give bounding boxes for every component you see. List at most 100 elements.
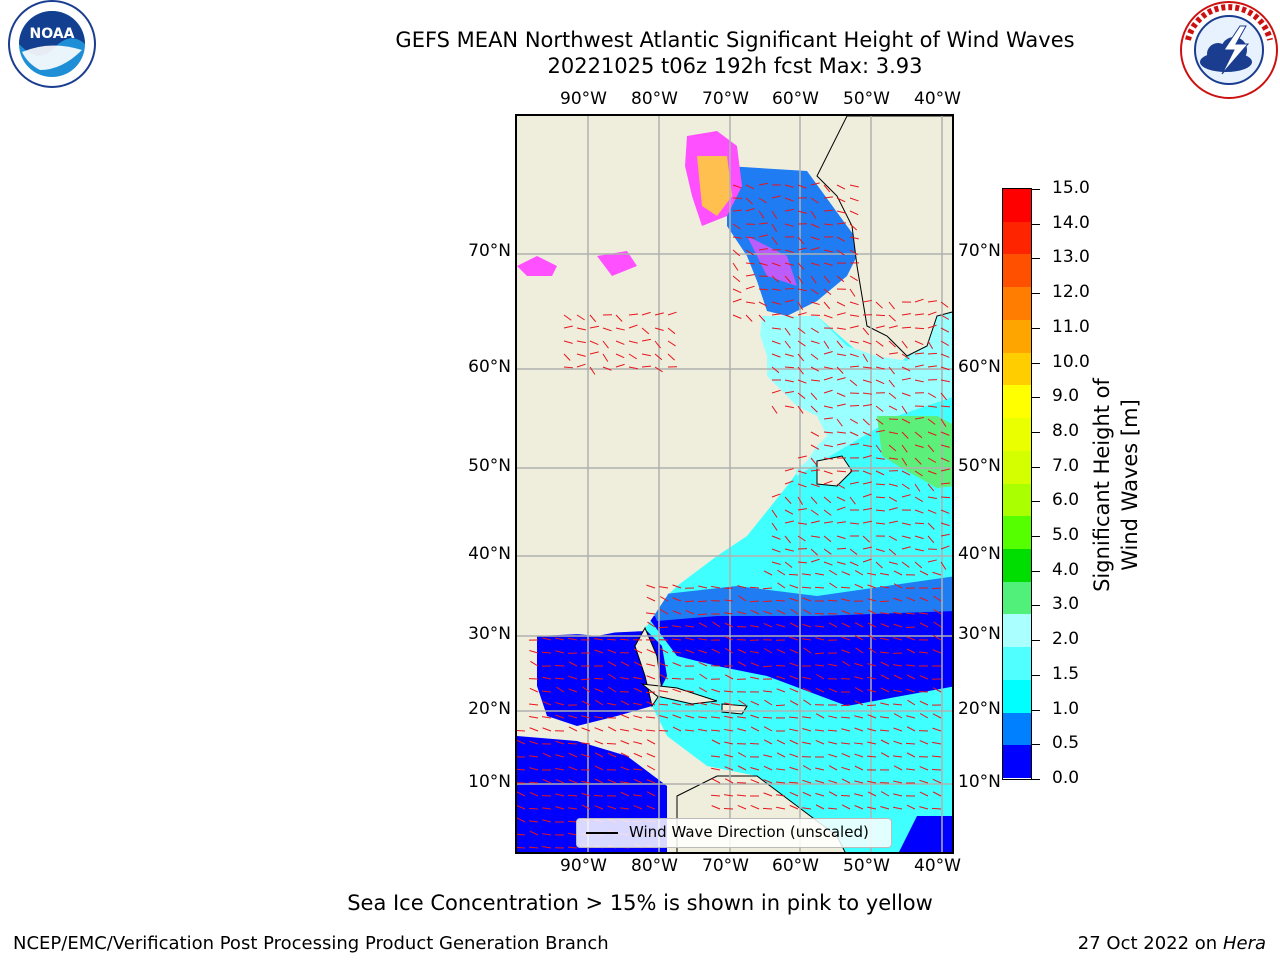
wave-arrow [918,651,929,654]
wave-arrow [784,184,794,188]
wave-arrow [607,726,617,732]
wave-arrow [607,805,617,810]
wave-arrow [810,496,818,505]
wave-arrow [810,431,820,437]
wave-arrow [829,569,838,576]
wave-arrow [633,687,643,693]
wave-arrow [771,389,781,394]
wave-arrow [784,390,794,394]
wave-arrow [724,690,734,693]
wave-arrow [659,714,669,719]
wave-arrow [823,223,833,226]
wave-arrow [797,327,806,334]
wave-arrow [758,262,768,266]
wave-arrow [555,767,565,771]
wave-arrow [654,353,663,361]
wave-arrow [698,702,708,706]
wave-arrow [914,470,923,477]
wave-arrow [914,522,925,525]
wave-arrow [658,626,669,629]
wave-arrow [556,686,565,693]
wave-arrow [628,366,638,370]
wave-arrow [646,663,656,667]
wave-arrow [927,340,934,349]
wave-arrow [758,301,768,307]
colorbar-tick-label: 1.0 [1052,698,1080,719]
wave-arrow [906,664,916,667]
wave-arrow [914,431,923,439]
wave-arrow [823,431,833,434]
wave-arrow [875,353,884,360]
colorbar-tick [1032,501,1040,503]
wave-arrow [589,314,597,323]
wave-arrow [732,262,739,271]
wave-arrow [867,741,877,745]
wave-arrow [919,700,929,706]
wave-arrow [789,700,799,706]
lat-label-6: 10°N [958,772,1001,792]
wave-arrow [724,612,734,615]
wave-arrow [927,365,937,368]
wave-arrow [940,392,948,401]
wave-arrow [593,677,604,680]
wave-arrow [711,755,721,758]
wave-arrow [854,687,864,693]
wave-arrow [628,324,638,329]
wave-arrow [789,804,799,810]
wave-arrow [697,600,708,603]
wave-arrow [530,660,539,667]
wave-arrow [933,595,942,602]
wave-arrow [542,727,552,732]
wave-arrow [517,791,526,797]
wave-arrow [750,767,760,771]
wave-arrow [802,716,812,719]
wave-arrow [698,687,708,693]
lon-label-1: 80°W [631,856,678,876]
wave-arrow [802,573,812,576]
lat-label-1: 60°N [468,357,511,377]
wave-arrow [797,288,807,292]
wave-arrow [797,561,808,564]
wave-arrow [810,469,820,472]
wave-arrow [901,392,911,397]
wave-arrow [711,767,721,771]
wave-arrow [901,444,908,453]
wave-arrow [789,728,799,732]
lon-label-5: 40°W [914,856,961,876]
wave-arrow [697,613,708,616]
wave-arrow [554,677,565,680]
wave-arrow [810,405,818,413]
wave-arrow [867,714,877,719]
wave-arrow [875,548,885,553]
wave-arrow [646,739,656,745]
wave-arrow [810,392,818,401]
colorbar-segment [1003,385,1031,419]
wave-arrow [758,288,769,291]
wave-arrow [581,727,591,732]
wave-arrow [732,249,741,257]
wave-arrow [771,561,781,565]
wave-arrow [880,674,890,680]
wave-arrow [594,727,604,732]
map-legend: Wind Wave Direction (unscaled) [576,818,892,848]
wave-arrow [823,444,833,448]
wave-arrow [736,794,747,797]
wave-arrow [816,673,825,680]
wave-arrow [836,184,846,190]
wave-arrow [646,584,656,589]
wave-arrow [555,701,565,706]
credit-date-text: 27 Oct 2022 on [1077,933,1218,954]
wave-arrow [880,585,890,589]
lon-label-2: 70°W [702,856,749,876]
wave-arrow [776,768,786,771]
wave-arrow [568,779,578,784]
wave-arrow [784,353,794,357]
wave-arrow [901,313,911,316]
wave-arrow [914,327,925,330]
wave-arrow [646,675,656,680]
wave-arrow [724,599,734,602]
wave-arrow [589,351,599,355]
wave-arrow [905,626,916,629]
wave-arrow [797,184,807,189]
colorbar-tick [1032,258,1040,260]
